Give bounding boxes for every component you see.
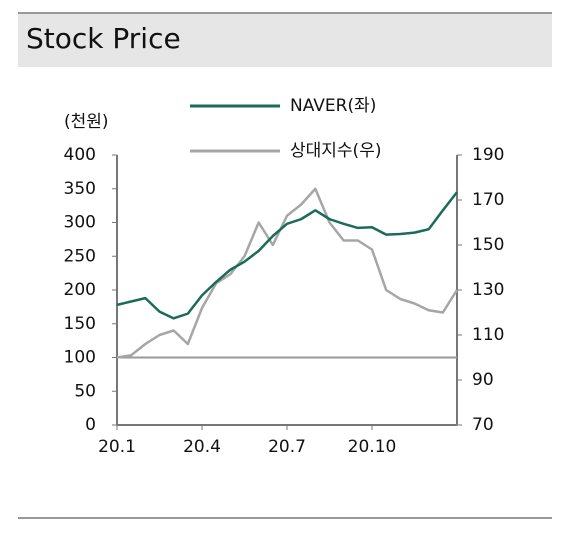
x-tick-label: 20.10 xyxy=(348,437,397,457)
series-line xyxy=(116,187,459,359)
header-band xyxy=(18,14,552,67)
y-tick-label: 250 xyxy=(64,246,96,266)
y2-tick-label: 150 xyxy=(472,235,504,255)
y-tick-label: 150 xyxy=(64,314,96,334)
y-tick-label: 350 xyxy=(64,179,96,199)
legend-label: 상대지수(우) xyxy=(290,141,381,161)
y2-tick-label: 130 xyxy=(472,280,504,300)
series-line xyxy=(116,191,458,320)
y2-tick-label: 90 xyxy=(472,370,494,390)
chart-title: Stock Price xyxy=(26,22,181,55)
y-tick-label: 100 xyxy=(64,348,96,368)
y2-tick-label: 190 xyxy=(472,145,504,165)
legend-label: NAVER(좌) xyxy=(290,96,376,116)
x-tick-label: 20.7 xyxy=(268,437,306,457)
y-axis-label: (천원) xyxy=(64,112,109,132)
y2-tick-label: 110 xyxy=(472,325,504,345)
y-tick-label: 0 xyxy=(85,415,96,435)
y-tick-label: 300 xyxy=(64,213,96,233)
y-tick-label: 400 xyxy=(64,145,96,165)
x-tick-label: 20.4 xyxy=(183,437,221,457)
y2-tick-label: 170 xyxy=(472,190,504,210)
y-tick-label: 50 xyxy=(74,381,96,401)
y-tick-label: 200 xyxy=(64,280,96,300)
x-tick-label: 20.1 xyxy=(98,437,136,457)
y2-tick-label: 70 xyxy=(472,415,494,435)
